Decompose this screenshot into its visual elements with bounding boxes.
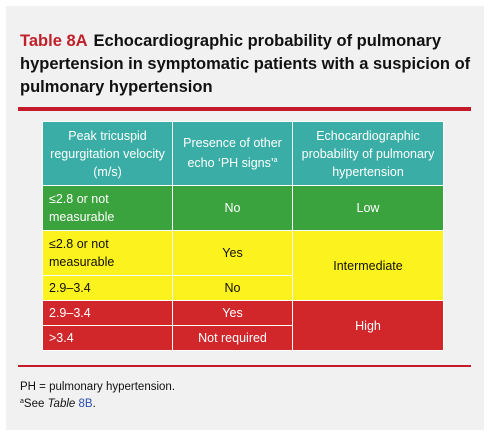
cell-velocity: ≤2.8 or not measurable xyxy=(42,185,173,231)
header-probability: Echocardiographic probability of pulmona… xyxy=(292,121,444,186)
footnote-abbreviation: PH = pulmonary hypertension. xyxy=(20,381,176,393)
bottom-rule xyxy=(18,365,471,367)
cell-signs: No xyxy=(172,275,293,301)
top-rule xyxy=(18,107,471,111)
table-row: ≤2.8 or not measurable Yes Intermediate xyxy=(42,230,444,301)
footnote-marker: a xyxy=(20,398,24,405)
cell-velocity: 2.9–3.4 xyxy=(42,275,173,301)
table-row: 2.9–3.4 No xyxy=(42,275,444,301)
table-ref-link[interactable]: 8B xyxy=(78,398,93,410)
table-number: Table 8A xyxy=(20,32,88,50)
table-title: Table 8A Echocardiographic probability of… xyxy=(20,30,475,99)
table-row: >3.4 Not required xyxy=(42,325,444,351)
header-row: Peak tricuspid regurgitation velocity (m… xyxy=(42,121,444,186)
table-caption: Echocardiographic probability of pulmona… xyxy=(20,32,471,96)
cell-signs: Yes xyxy=(172,300,293,326)
cell-signs: Not required xyxy=(172,325,293,351)
cell-signs: Yes xyxy=(172,230,293,276)
cell-velocity: >3.4 xyxy=(42,325,173,351)
cell-probability: High xyxy=(292,300,444,351)
table-row: ≤2.8 or not measurable No Low xyxy=(42,185,444,231)
header-signs: Presence of other echo ‘PH signs’a xyxy=(172,121,293,186)
footnote-a: aSee Table 8B. xyxy=(20,398,96,410)
table-row: 2.9–3.4 Yes High xyxy=(42,300,444,351)
header-footnote-marker: a xyxy=(273,157,278,165)
footnote-table-word: Table xyxy=(47,398,76,410)
cell-probability: Intermediate xyxy=(292,230,444,301)
cell-velocity: 2.9–3.4 xyxy=(42,300,173,326)
cell-velocity: ≤2.8 or not measurable xyxy=(42,230,173,276)
cell-signs: No xyxy=(172,185,293,231)
cell-probability: Low xyxy=(292,185,444,231)
header-velocity: Peak tricuspid regurgitation velocity (m… xyxy=(42,121,173,186)
probability-table: Peak tricuspid regurgitation velocity (m… xyxy=(42,121,444,351)
